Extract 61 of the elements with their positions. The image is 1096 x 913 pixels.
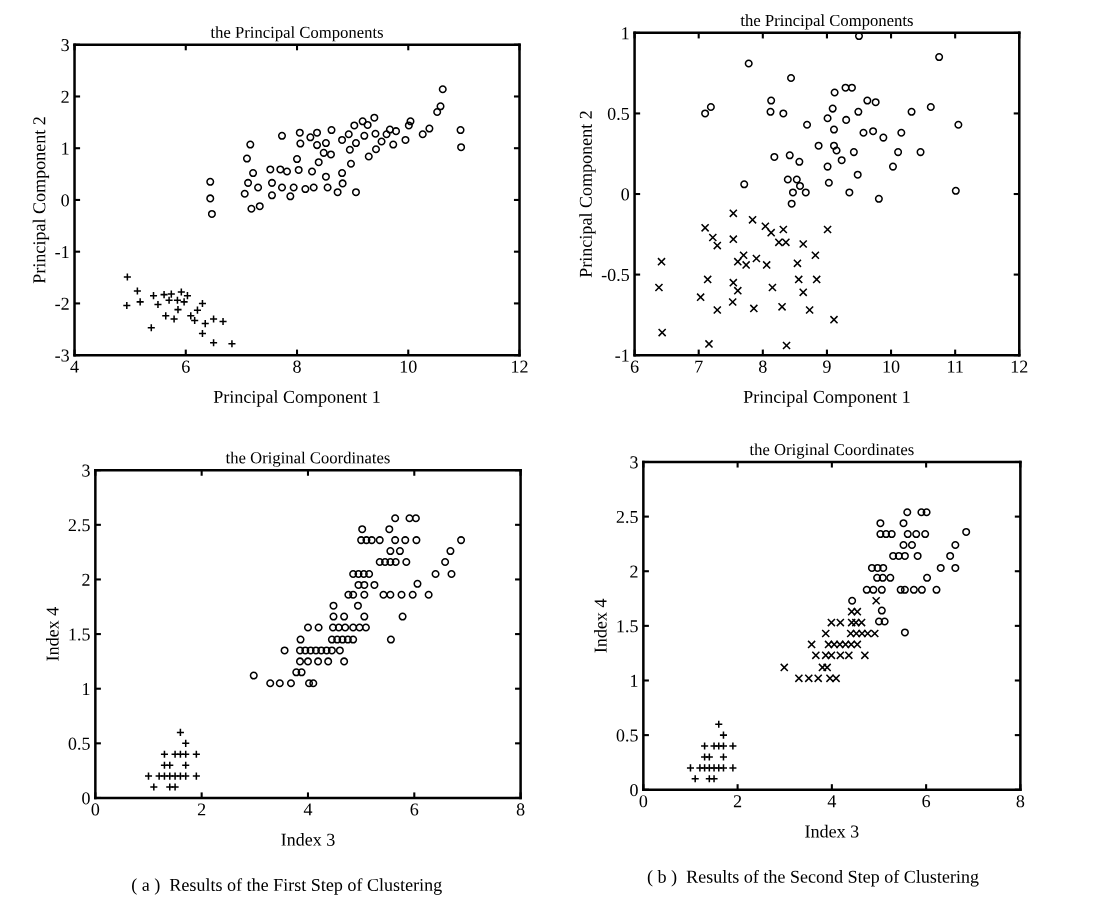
chart-title: the Original Coordinates bbox=[225, 451, 390, 467]
chart-title: the Principal Components bbox=[210, 26, 383, 42]
y-tick-label: 0.5 bbox=[616, 729, 638, 742]
y-tick-label: 2 bbox=[61, 90, 69, 103]
x-tick-label: 8 bbox=[1016, 795, 1025, 808]
y-tick-label: 1 bbox=[622, 27, 629, 40]
y-tick-label: 3 bbox=[61, 39, 69, 52]
x-tick-label: 12 bbox=[512, 360, 528, 373]
y-tick-label: -1 bbox=[615, 349, 629, 362]
y-axis-title: Index 4 bbox=[593, 598, 607, 653]
x-tick-label: 8 bbox=[293, 360, 301, 373]
y-tick-label: 0.5 bbox=[607, 107, 630, 120]
y-tick-label: -2 bbox=[55, 297, 69, 310]
chart-title: the Original Coordinates bbox=[749, 443, 914, 459]
text: ( b ) Results of the Second Step of Clustering bbox=[647, 869, 979, 887]
x-tick-label: 8 bbox=[758, 360, 767, 373]
x-tick-label: 4 bbox=[303, 803, 313, 816]
x-tick-label: 4 bbox=[827, 795, 837, 808]
x-tick-label: 10 bbox=[883, 360, 900, 373]
x-tick-label: 0 bbox=[639, 795, 648, 808]
x-tick-label: 8 bbox=[516, 803, 525, 816]
x-tick-label: 11 bbox=[948, 360, 963, 373]
y-tick-label: 0 bbox=[630, 784, 638, 797]
y-tick-label: 2 bbox=[82, 573, 90, 586]
y-tick-label: 0 bbox=[61, 194, 69, 207]
x-tick-label: 6 bbox=[410, 803, 419, 816]
y-tick-label: 1 bbox=[631, 674, 638, 687]
x-tick-label: 4 bbox=[70, 360, 79, 373]
y-tick-label: 0 bbox=[621, 188, 630, 201]
x-tick-label: 10 bbox=[400, 360, 417, 373]
y-tick-label: 3 bbox=[82, 464, 90, 477]
y-axis-title: Principal Component 2 bbox=[579, 111, 596, 278]
chart-title: the Principal Components bbox=[740, 14, 913, 30]
x-tick-label: 6 bbox=[922, 795, 931, 808]
y-tick-label: 1.5 bbox=[69, 628, 90, 641]
x-axis-title: Principal Component 1 bbox=[743, 390, 910, 407]
y-tick-label: 2.5 bbox=[616, 510, 638, 524]
x-tick-label: 2 bbox=[733, 795, 742, 808]
y-tick-label: -3 bbox=[55, 349, 69, 362]
x-axis-title: Principal Component 1 bbox=[213, 390, 380, 407]
y-tick-label: 2.5 bbox=[68, 519, 90, 532]
y-tick-label: 1 bbox=[62, 142, 69, 155]
x-tick-label: 0 bbox=[91, 803, 100, 816]
y-tick-label: -0.5 bbox=[601, 268, 630, 282]
x-tick-label: 12 bbox=[1011, 360, 1028, 373]
x-axis-title: Index 3 bbox=[281, 833, 335, 846]
y-axis-title: Index 4 bbox=[45, 607, 59, 661]
y-tick-label: 3 bbox=[630, 456, 638, 469]
x-tick-label: 6 bbox=[630, 360, 639, 373]
text: ( a ) Results of the First Step of Clustering bbox=[132, 878, 442, 895]
x-tick-label: 9 bbox=[823, 360, 831, 373]
x-tick-label: 2 bbox=[197, 803, 206, 816]
x-tick-label: 7 bbox=[695, 360, 703, 373]
y-tick-label: 1 bbox=[83, 683, 90, 695]
y-tick-label: 1.5 bbox=[617, 620, 638, 633]
y-axis-title: Principal Component 2 bbox=[32, 117, 50, 284]
y-tick-label: 0.5 bbox=[68, 737, 90, 750]
y-tick-label: -1 bbox=[55, 246, 69, 258]
x-tick-label: 6 bbox=[182, 360, 190, 373]
x-axis-title: Index 3 bbox=[805, 824, 859, 838]
y-tick-label: 2 bbox=[630, 565, 638, 578]
